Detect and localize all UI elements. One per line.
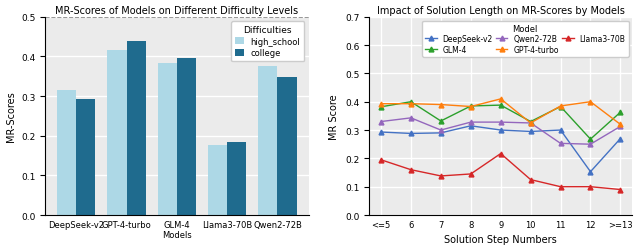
Llama3-70B [616,188,624,191]
DeepSeek-v2 [497,129,504,132]
DeepSeek-v2 [616,138,624,140]
Llama3-70B [527,178,534,182]
X-axis label: Solution Step Numbers: Solution Step Numbers [444,234,557,244]
GLM-4 [616,111,624,114]
GPT-4-turbo [497,98,504,101]
Bar [278,78,296,215]
GLM-4 [527,120,534,124]
DeepSeek-v2 [527,130,534,134]
Bar [177,59,196,215]
Title: MR-Scores of Models on Different Difficulty Levels: MR-Scores of Models on Different Difficu… [55,6,298,16]
Qwen2-72B [527,122,534,125]
Llama3-70B [437,175,445,178]
Qwen2-72B [467,121,475,124]
Y-axis label: MR Score: MR Score [330,94,339,139]
Bar [208,145,227,215]
GPT-4-turbo [437,104,445,106]
Legend: high_school, college: high_school, college [231,22,305,62]
Llama3-70B [377,159,385,162]
Qwen2-72B [497,121,504,124]
DeepSeek-v2 [467,125,475,128]
GPT-4-turbo [527,122,534,125]
Bar [57,91,76,215]
Bar [259,67,278,215]
Line: DeepSeek-v2: DeepSeek-v2 [379,124,623,174]
GLM-4 [437,120,445,123]
GPT-4-turbo [587,101,595,104]
Line: Qwen2-72B: Qwen2-72B [379,116,623,147]
Qwen2-72B [437,129,445,132]
GPT-4-turbo [377,103,385,106]
Llama3-70B [497,152,504,156]
GLM-4 [497,104,504,107]
GLM-4 [557,106,564,108]
Title: Impact of Solution Length on MR-Scores by Models: Impact of Solution Length on MR-Scores b… [377,6,625,16]
Y-axis label: MR-Scores: MR-Scores [6,91,15,142]
DeepSeek-v2 [437,132,445,135]
DeepSeek-v2 [557,129,564,132]
Llama3-70B [467,173,475,176]
Qwen2-72B [377,120,385,124]
Qwen2-72B [587,143,595,146]
Qwen2-72B [557,142,564,145]
Qwen2-72B [616,125,624,128]
GLM-4 [587,138,595,141]
GPT-4-turbo [616,123,624,126]
Line: GPT-4-turbo: GPT-4-turbo [379,97,623,127]
GLM-4 [377,106,385,109]
Llama3-70B [557,186,564,188]
Bar [227,142,246,215]
Llama3-70B [407,168,415,172]
Bar [127,41,146,215]
Llama3-70B [587,186,595,188]
Bar [158,64,177,215]
Line: Llama3-70B: Llama3-70B [379,152,623,192]
GLM-4 [467,105,475,108]
GLM-4 [407,101,415,104]
Bar [76,100,95,215]
GPT-4-turbo [467,106,475,108]
DeepSeek-v2 [407,132,415,136]
GPT-4-turbo [557,105,564,108]
DeepSeek-v2 [377,131,385,134]
Qwen2-72B [407,117,415,120]
DeepSeek-v2 [587,170,595,173]
Line: GLM-4: GLM-4 [379,100,623,142]
GPT-4-turbo [407,103,415,106]
Bar [108,51,127,215]
Legend: DeepSeek-v2, GLM-4, Qwen2-72B, GPT-4-turbo, Llama3-70B: DeepSeek-v2, GLM-4, Qwen2-72B, GPT-4-tur… [422,22,628,58]
